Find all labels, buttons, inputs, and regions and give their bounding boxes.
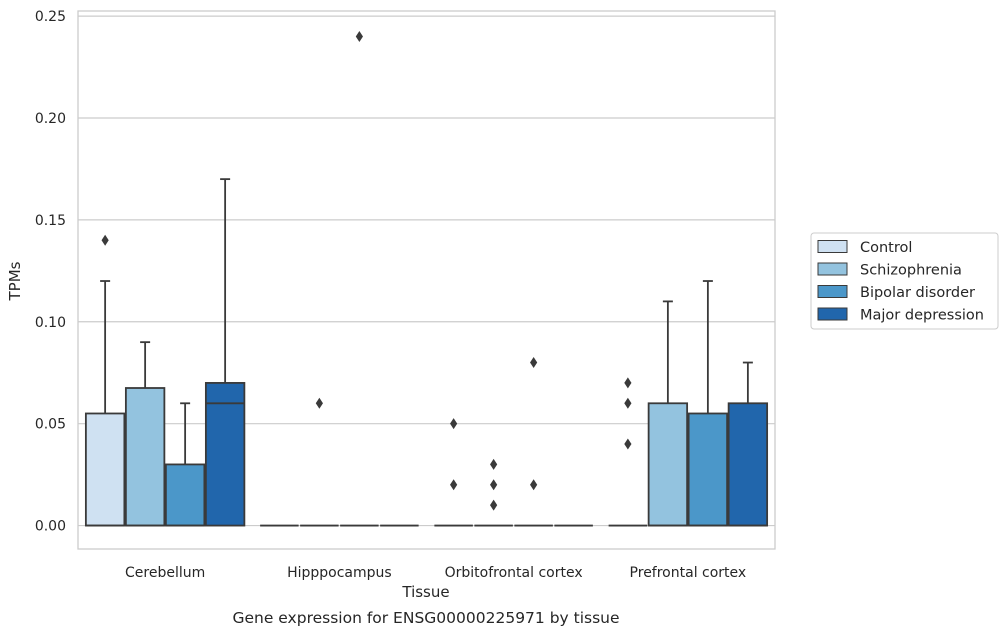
x-tick-label: Cerebellum <box>125 565 205 581</box>
y-tick-label: 0.25 <box>35 9 66 25</box>
y-tick-label: 0.10 <box>35 315 66 331</box>
box <box>124 387 166 527</box>
outlier-point <box>530 479 538 491</box>
x-tick-label: Orbitofrontal cortex <box>445 565 583 581</box>
box-plot <box>300 397 339 527</box>
outlier-point <box>355 30 363 42</box>
x-tick-labels: Cerebellum Hipppocampus Orbitofrontal cort… <box>125 565 746 581</box>
box-plots <box>84 30 769 527</box>
box-plot <box>727 361 769 527</box>
x-axis-label: Tissue <box>401 583 449 601</box>
outlier-point <box>530 357 538 369</box>
plot-frame <box>77 10 776 550</box>
box-plot <box>204 178 246 527</box>
legend-label: Bipolar disorder <box>860 285 975 301</box>
y-axis-label: TPMs <box>6 261 24 301</box>
x-tick-label: Hipppocampus <box>287 565 392 581</box>
box-plot <box>434 418 473 527</box>
outlier-point <box>624 438 632 450</box>
legend-swatch <box>817 262 848 276</box>
outlier-point <box>450 418 458 430</box>
box <box>727 402 769 527</box>
box <box>204 382 246 527</box>
legend-label: Schizophrenia <box>860 263 962 279</box>
outlier-point <box>624 377 632 389</box>
legend: Control Schizophrenia Bipolar disorder Majo… <box>810 232 999 330</box>
outlier-point <box>490 499 498 511</box>
legend-label: Major depression <box>860 308 984 324</box>
box-plot <box>474 458 513 527</box>
chart-caption: Gene expression for ENSG00000225971 by t… <box>232 609 619 627</box>
outlier-point <box>101 234 109 246</box>
box-plot <box>340 30 379 527</box>
legend-swatch <box>817 307 848 321</box>
legend-label: Control <box>860 240 912 256</box>
outlier-point <box>490 458 498 470</box>
outlier-point <box>315 397 323 409</box>
outlier-point <box>450 479 458 491</box>
box-plot <box>164 402 206 527</box>
box-plot <box>124 341 166 527</box>
box-plot <box>687 280 729 527</box>
y-tick-label: 0.05 <box>35 417 66 433</box>
legend-swatch <box>817 285 848 298</box>
box <box>84 412 126 527</box>
box <box>647 402 689 527</box>
y-tick-label: 0.00 <box>35 519 66 535</box>
x-tick-label: Prefrontal cortex <box>630 565 747 581</box>
y-tick-label: 0.15 <box>35 213 66 229</box>
y-tick-label: 0.20 <box>35 111 66 127</box>
outlier-point <box>624 397 632 409</box>
box-plot <box>647 300 689 527</box>
box <box>164 463 206 527</box>
y-tick-labels: 0.00 0.05 0.10 0.15 0.20 0.25 <box>35 9 66 534</box>
legend-frame <box>810 232 999 330</box>
legend-swatch <box>817 240 848 253</box>
box-plot <box>608 377 648 527</box>
box-plot <box>84 234 126 527</box>
box <box>687 412 729 527</box>
box-plot <box>514 357 553 527</box>
outlier-point <box>490 479 498 491</box>
